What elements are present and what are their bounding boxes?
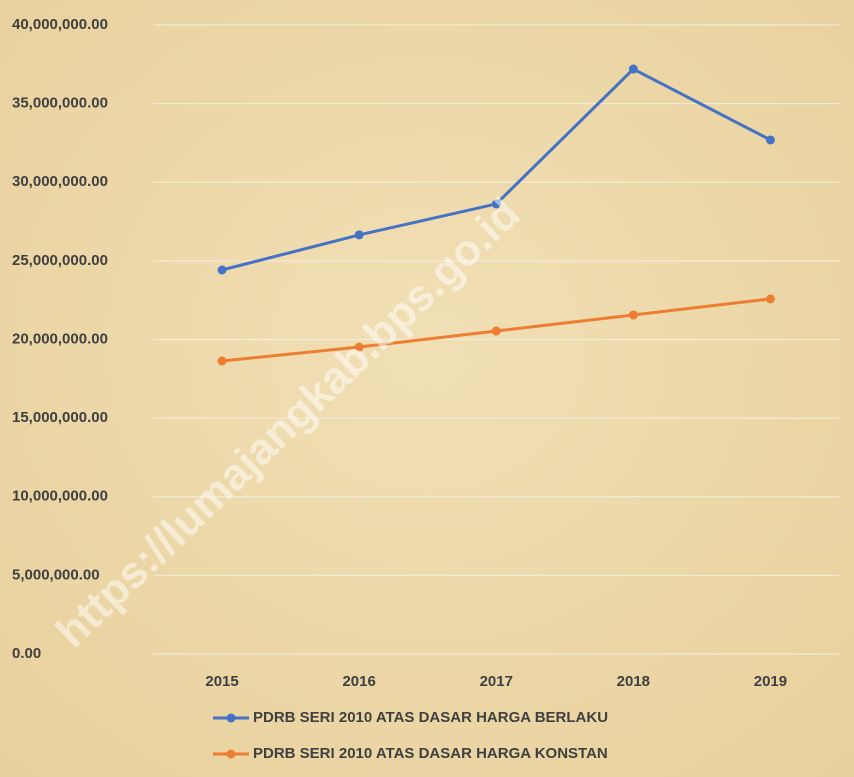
y-tick-label: 40,000,000.00 bbox=[12, 16, 108, 33]
legend-label: PDRB SERI 2010 ATAS DASAR HARGA KONSTAN bbox=[253, 745, 608, 762]
point bbox=[491, 199, 501, 209]
point bbox=[765, 135, 775, 145]
point bbox=[628, 310, 638, 320]
x-tick-label: 2018 bbox=[617, 673, 650, 690]
y-tick-label: 30,000,000.00 bbox=[12, 173, 108, 190]
y-tick-label: 5,000,000.00 bbox=[12, 566, 100, 583]
y-tick-label: 0.00 bbox=[12, 645, 41, 662]
y-tick-label: 20,000,000.00 bbox=[12, 330, 108, 347]
grid bbox=[153, 24, 839, 655]
y-tick-label: 15,000,000.00 bbox=[12, 409, 108, 426]
x-tick-label: 2019 bbox=[754, 673, 787, 690]
point bbox=[354, 342, 364, 352]
point bbox=[628, 64, 638, 74]
x-tick-label: 2017 bbox=[480, 673, 513, 690]
point bbox=[354, 230, 364, 240]
legend-marker bbox=[226, 749, 236, 759]
y-tick-label: 35,000,000.00 bbox=[12, 95, 108, 112]
point bbox=[217, 356, 227, 366]
point bbox=[765, 294, 775, 304]
y-tick-label: 25,000,000.00 bbox=[12, 252, 108, 269]
point bbox=[491, 326, 501, 336]
x-tick-label: 2015 bbox=[205, 673, 238, 690]
x-tick-label: 2016 bbox=[342, 673, 375, 690]
point bbox=[217, 265, 227, 275]
plot bbox=[217, 64, 775, 366]
legend-marker bbox=[226, 713, 236, 723]
y-tick-label: 10,000,000.00 bbox=[12, 488, 108, 505]
legend-label: PDRB SERI 2010 ATAS DASAR HARGA BERLAKU bbox=[253, 709, 608, 726]
